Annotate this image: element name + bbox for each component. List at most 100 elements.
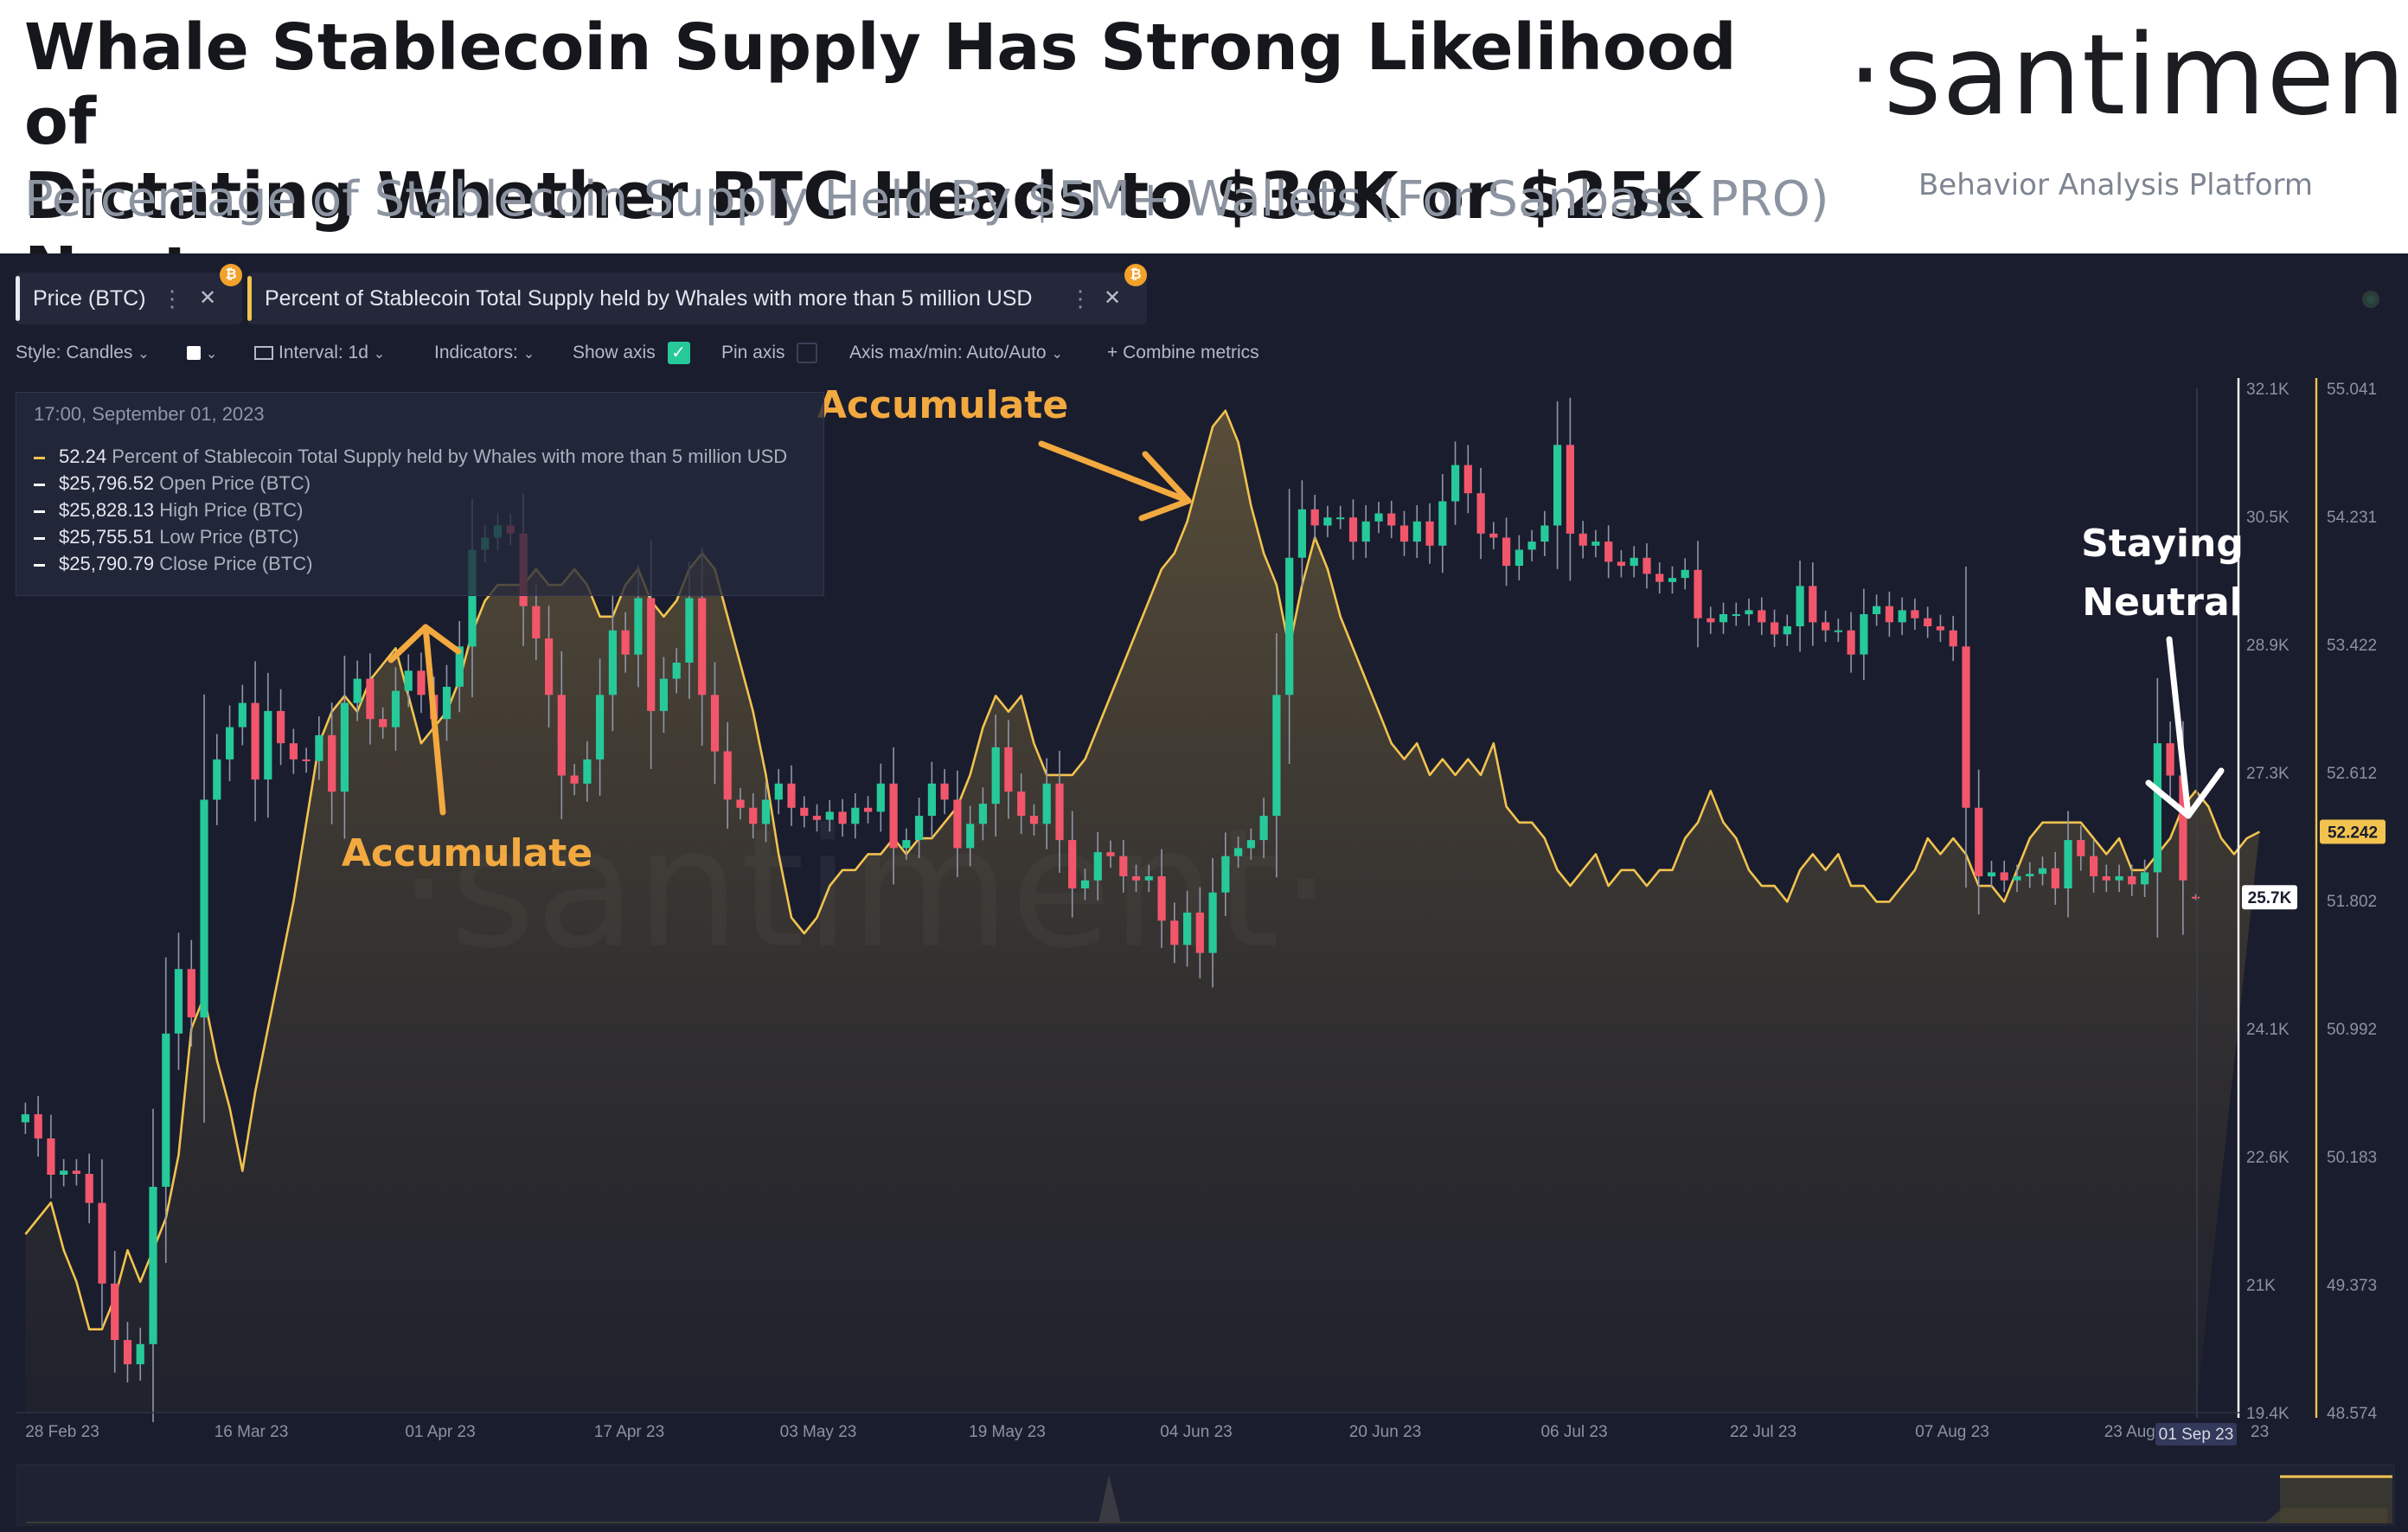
- chevron-down-icon: ⌄: [1051, 347, 1063, 362]
- candle: [2141, 872, 2149, 885]
- calendar-icon: [254, 346, 273, 361]
- x-tick-label: 17 Apr 23: [594, 1423, 664, 1441]
- candle: [1643, 557, 1651, 574]
- candle: [238, 702, 247, 728]
- candle: [98, 1202, 106, 1284]
- candle: [2166, 743, 2174, 776]
- bitcoin-icon: ₿: [220, 264, 242, 286]
- indicators-select[interactable]: Indicators: ⌄: [434, 338, 535, 369]
- candle: [1093, 852, 1102, 881]
- candle: [1438, 501, 1447, 546]
- candle: [1987, 872, 1996, 877]
- show-axis-label: Show axis: [573, 343, 656, 362]
- candle: [2026, 874, 2034, 876]
- candle: [698, 598, 707, 695]
- candle: [1387, 513, 1396, 526]
- candle: [1310, 509, 1319, 526]
- candle: [1476, 493, 1485, 534]
- price-current-label-bg: [2242, 885, 2297, 910]
- candle: [2102, 876, 2110, 881]
- annotation-arrow: [2145, 636, 2225, 819]
- pin-axis-toggle[interactable]: Pin axis: [721, 338, 818, 368]
- price-tick-label: 21K: [2246, 1277, 2276, 1295]
- candle: [787, 783, 796, 808]
- price-whale-chart: ·santiment·32.1K30.5K28.9K27.3K25.7K24.1…: [16, 378, 2395, 1526]
- candle: [468, 549, 477, 647]
- candle: [1527, 542, 1536, 550]
- candle: [1758, 610, 1766, 623]
- candle: [1975, 807, 1983, 876]
- interval-select[interactable]: Interval: 1d ⌄: [254, 338, 385, 369]
- annotation-accumulate-bottom: Accumulate: [342, 831, 592, 875]
- candle: [659, 678, 668, 711]
- more-options-icon[interactable]: ⋮: [1069, 285, 1092, 311]
- candle: [1707, 618, 1715, 623]
- candle: [162, 1033, 170, 1187]
- candle: [289, 743, 298, 760]
- x-tick-label: 04 Jun 23: [1160, 1423, 1232, 1441]
- candle: [978, 804, 987, 824]
- checkbox-checked-icon[interactable]: ✓: [667, 342, 690, 365]
- price-current-label: 25.7K: [2248, 889, 2292, 907]
- candle: [1656, 574, 1664, 582]
- hover-tooltip: 17:00, September 01, 2023 52.24 Percent …: [16, 392, 824, 596]
- candle: [1860, 614, 1868, 655]
- candle: [136, 1343, 144, 1365]
- close-icon[interactable]: ✕: [199, 286, 217, 310]
- candle: [608, 630, 617, 695]
- x-tick-label: 22 Jul 23: [1730, 1423, 1796, 1441]
- candle: [1515, 549, 1523, 567]
- candle: [1119, 856, 1128, 876]
- candle: [940, 783, 949, 800]
- whale-tick-label: 55.041: [2327, 381, 2377, 399]
- candle: [1553, 445, 1562, 526]
- candle: [915, 816, 924, 841]
- show-axis-toggle[interactable]: Show axis ✓: [573, 338, 690, 368]
- more-options-icon[interactable]: ⋮: [161, 285, 183, 311]
- candle: [710, 695, 720, 752]
- x-tick-label: 01 Apr 23: [405, 1423, 475, 1441]
- x-tick-label: 03 May 23: [780, 1423, 857, 1441]
- candle: [774, 783, 783, 800]
- x-tick-label: 23: [2251, 1423, 2269, 1441]
- x-tick-label: 16 Mar 23: [215, 1423, 289, 1441]
- whale-tick-label: 53.422: [2327, 637, 2377, 655]
- navigator-spike: [1098, 1475, 1121, 1523]
- chevron-down-icon: ⌄: [205, 347, 218, 362]
- candle: [1847, 630, 1855, 655]
- price-tick-label: 27.3K: [2246, 765, 2290, 783]
- checkbox-icon[interactable]: [797, 343, 818, 364]
- axis-maxmin-select[interactable]: Axis max/min: Auto/Auto ⌄: [849, 338, 1063, 369]
- metric-chip-whale-supply[interactable]: Percent of Stablecoin Total Supply held …: [247, 272, 1147, 324]
- candle: [1195, 913, 1204, 953]
- candle: [2128, 876, 2136, 885]
- candle: [876, 783, 885, 812]
- candle: [72, 1170, 80, 1174]
- candle: [1029, 816, 1039, 824]
- candle: [570, 775, 579, 784]
- candle: [404, 670, 413, 691]
- combine-metrics-button[interactable]: + Combine metrics: [1107, 338, 1259, 368]
- close-icon[interactable]: ✕: [1104, 286, 1122, 310]
- candle: [2153, 743, 2161, 873]
- candle: [264, 710, 272, 780]
- candle: [1809, 586, 1817, 623]
- candle: [1949, 630, 1957, 647]
- candle: [391, 690, 400, 728]
- price-tick-label: 28.9K: [2246, 637, 2290, 655]
- x-highlight-label: 01 Sep 23: [2159, 1426, 2234, 1444]
- color-select[interactable]: ⌄: [187, 338, 217, 369]
- style-select[interactable]: Style: Candles ⌄: [16, 338, 150, 369]
- chevron-down-icon: ⌄: [373, 347, 386, 362]
- price-tick-label: 32.1K: [2246, 381, 2290, 399]
- candle: [442, 686, 452, 720]
- metric-chip-price[interactable]: Price (BTC) ⋮ ✕: [16, 272, 242, 324]
- candle: [1681, 569, 1689, 579]
- candle: [1144, 876, 1153, 881]
- candle: [1630, 557, 1638, 567]
- style-label: Style: Candles: [16, 343, 133, 362]
- santiment-logo: ·santiment·: [1848, 11, 2408, 140]
- candle: [927, 783, 936, 817]
- x-tick-label: 06 Jul 23: [1540, 1423, 1607, 1441]
- whale-tick-label: 48.574: [2327, 1405, 2378, 1423]
